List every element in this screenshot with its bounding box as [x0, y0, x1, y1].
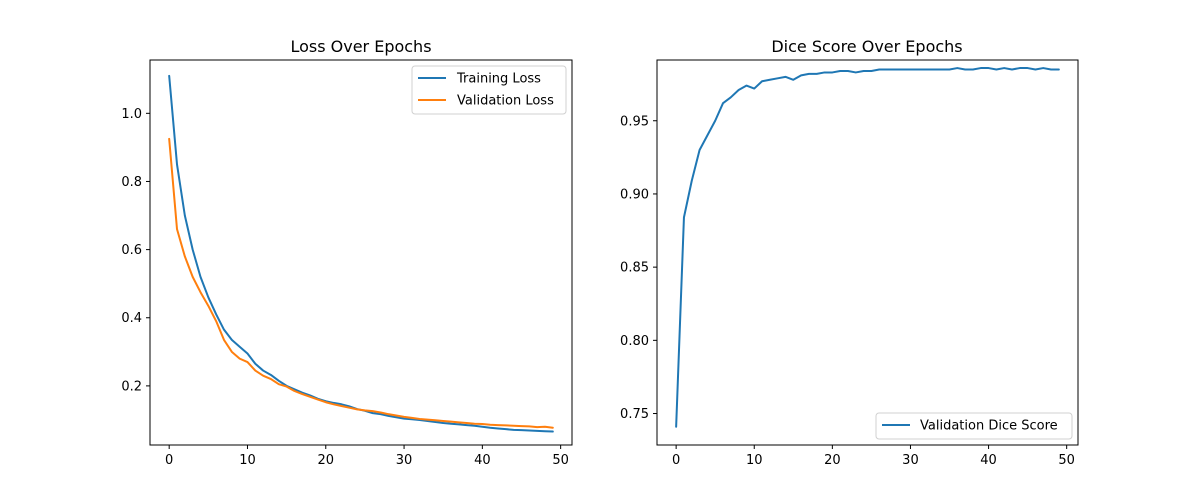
- series-line-validation-dice-score: [675, 67, 1060, 428]
- legend: Validation Dice Score: [875, 412, 1073, 440]
- chart-title: Loss Over Epochs: [290, 37, 431, 56]
- x-tick-label: 30: [902, 453, 919, 468]
- y-tick-label: 0.85: [620, 261, 649, 276]
- legend-box: [411, 65, 567, 115]
- x-tick-label: 50: [1058, 453, 1075, 468]
- legend-box: [875, 412, 1073, 440]
- y-tick-label: 0.80: [620, 334, 649, 349]
- x-tick-label: 0: [165, 453, 173, 468]
- x-tick-label: 30: [396, 453, 413, 468]
- x-tick-label: 20: [317, 453, 334, 468]
- x-tick-label: 10: [746, 453, 763, 468]
- loss-chart: Loss Over Epochs 0 10 20 30 40 50 0.2 0.4 0.6 0.8…: [121, 37, 573, 468]
- plot-frame: [656, 59, 1079, 446]
- legend: Training Loss Validation Loss: [411, 65, 567, 115]
- y-tick-label: 0.8: [121, 175, 142, 190]
- dice-chart: Dice Score Over Epochs 0 10 20 30 40 50 0.75 0.…: [620, 37, 1079, 468]
- loss-plot-elements: 0 10 20 30 40 50 0.2 0.4 0.6 0.8 1.0: [121, 74, 569, 468]
- x-tick-label: 10: [239, 453, 256, 468]
- x-tick-label: 40: [474, 453, 491, 468]
- plot-frame: [149, 59, 573, 446]
- chart-title: Dice Score Over Epochs: [771, 37, 962, 56]
- dice-plot-elements: 0 10 20 30 40 50 0.75 0.80 0.85 0.90 0.95: [620, 67, 1075, 468]
- y-tick-label: 0.2: [121, 379, 142, 394]
- x-tick-label: 20: [824, 453, 841, 468]
- y-tick-label: 0.90: [620, 187, 649, 202]
- x-tick-label: 50: [552, 453, 569, 468]
- y-tick-label: 1.0: [121, 107, 142, 122]
- legend-label-validation-loss: Validation Loss: [457, 94, 554, 109]
- legend-label-validation-dice-score: Validation Dice Score: [920, 419, 1058, 434]
- y-tick-label: 0.4: [121, 311, 142, 326]
- y-tick-label: 0.6: [121, 243, 142, 258]
- y-tick-label: 0.75: [620, 407, 649, 422]
- series-line-validation-loss: [168, 137, 554, 429]
- y-tick-label: 0.95: [620, 114, 649, 129]
- x-tick-label: 0: [672, 453, 680, 468]
- legend-label-training-loss: Training Loss: [456, 72, 541, 87]
- x-tick-label: 40: [980, 453, 997, 468]
